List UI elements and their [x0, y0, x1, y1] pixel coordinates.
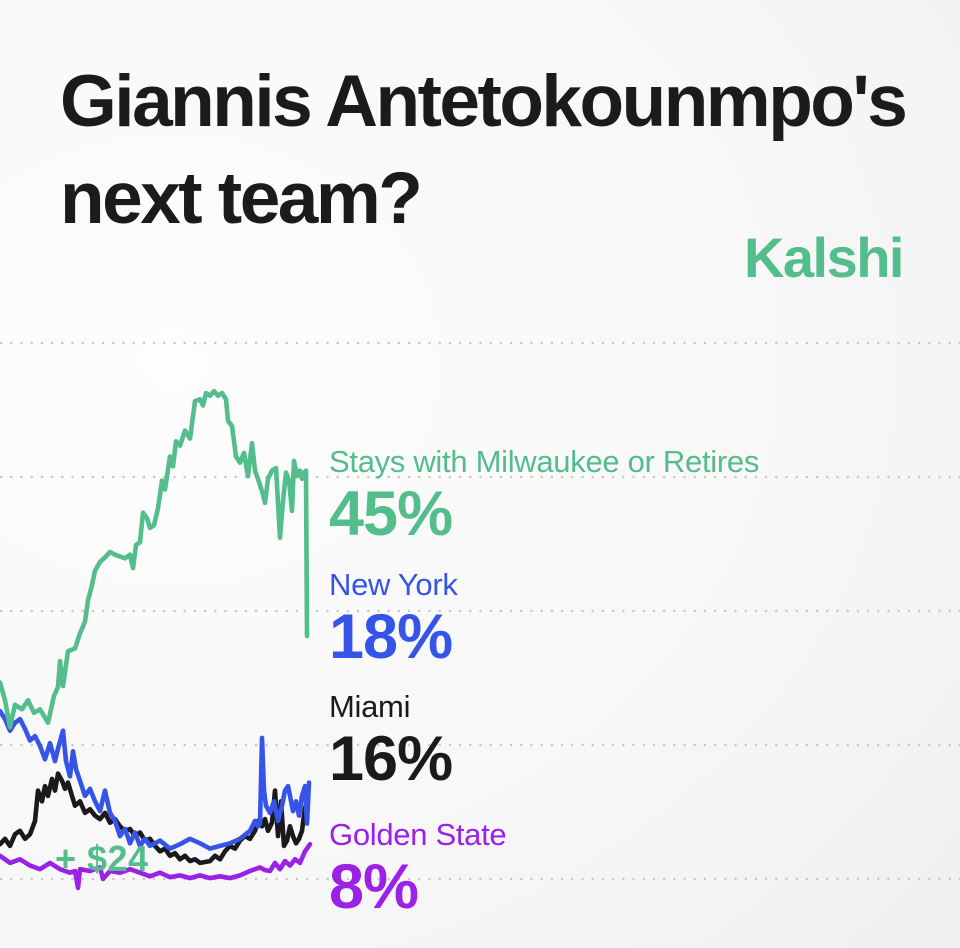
kalshi-logo: Kalshi: [743, 226, 905, 289]
page-title: Giannis Antetokounmpo's next team?: [60, 60, 908, 239]
profit-annotation: + $24: [55, 838, 149, 879]
series-line-miami: [0, 771, 311, 866]
series-line-golden-state: [0, 841, 313, 891]
series-line-stays-with-milwaukee-or-retires: [0, 388, 310, 730]
series-line-new-york: [0, 708, 312, 851]
